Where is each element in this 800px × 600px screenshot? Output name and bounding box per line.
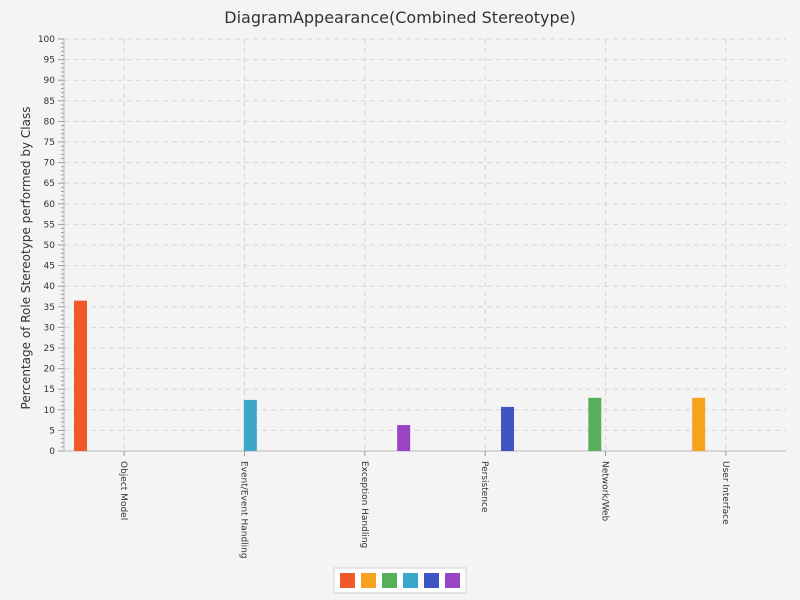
x-tick-label: User Interface <box>720 461 730 525</box>
legend-swatch <box>424 573 439 588</box>
y-tick-label: 5 <box>49 426 55 436</box>
legend-swatch <box>445 573 460 588</box>
bar <box>397 425 411 451</box>
bar <box>588 397 602 451</box>
x-tick-label: Event/Event Handling <box>239 461 249 559</box>
y-tick-label: 40 <box>44 282 56 292</box>
x-tick-labels: Object Model Event/Event Handling Exceptio… <box>118 461 730 559</box>
y-tick-label: 30 <box>44 323 56 333</box>
bar <box>692 397 706 451</box>
x-tick-label: Persistence <box>479 461 489 513</box>
y-tick-label: 90 <box>44 76 56 86</box>
y-axis-label: Percentage of Role Stereotype performed … <box>19 107 33 410</box>
y-tick-label: 0 <box>49 447 55 457</box>
y-tick-label: 25 <box>44 344 55 354</box>
y-tick-label: 10 <box>44 406 56 416</box>
y-tick-label: 65 <box>44 179 55 189</box>
y-tick-label: 35 <box>44 303 55 313</box>
y-tick-label: 15 <box>44 385 55 395</box>
y-tick-label: 60 <box>44 200 56 210</box>
y-tick-label: 20 <box>44 365 56 375</box>
bar <box>243 399 257 451</box>
y-tick-label: 55 <box>44 220 55 230</box>
y-tick-label: 45 <box>44 262 55 272</box>
bar <box>501 406 514 451</box>
y-tick-label: 85 <box>44 97 55 107</box>
legend-swatch <box>382 573 397 588</box>
y-tick-label: 70 <box>44 159 56 169</box>
grid-lines <box>64 38 786 451</box>
bar <box>74 300 87 451</box>
axes: 0 5 10 15 20 25 30 35 40 45 50 55 60 65 70 75 80 85 90 95 10… <box>38 35 786 457</box>
chart-title: DiagramAppearance(Combined Stereotype) <box>224 8 576 27</box>
x-tick-label: Network/Web <box>600 461 610 522</box>
y-tick-label: 50 <box>44 241 56 251</box>
y-tick-label: 95 <box>44 56 55 66</box>
x-tick-label: Exception Handling <box>359 461 369 548</box>
legend <box>333 567 467 594</box>
y-tick-label: 80 <box>44 117 56 127</box>
y-tick-label: 75 <box>44 138 55 148</box>
legend-swatch <box>403 573 418 588</box>
legend-swatch <box>340 573 355 588</box>
y-tick-label: 100 <box>38 35 55 45</box>
legend-frame <box>333 567 467 594</box>
legend-swatch <box>361 573 376 588</box>
x-tick-label: Object Model <box>118 461 128 520</box>
bars <box>74 300 706 451</box>
